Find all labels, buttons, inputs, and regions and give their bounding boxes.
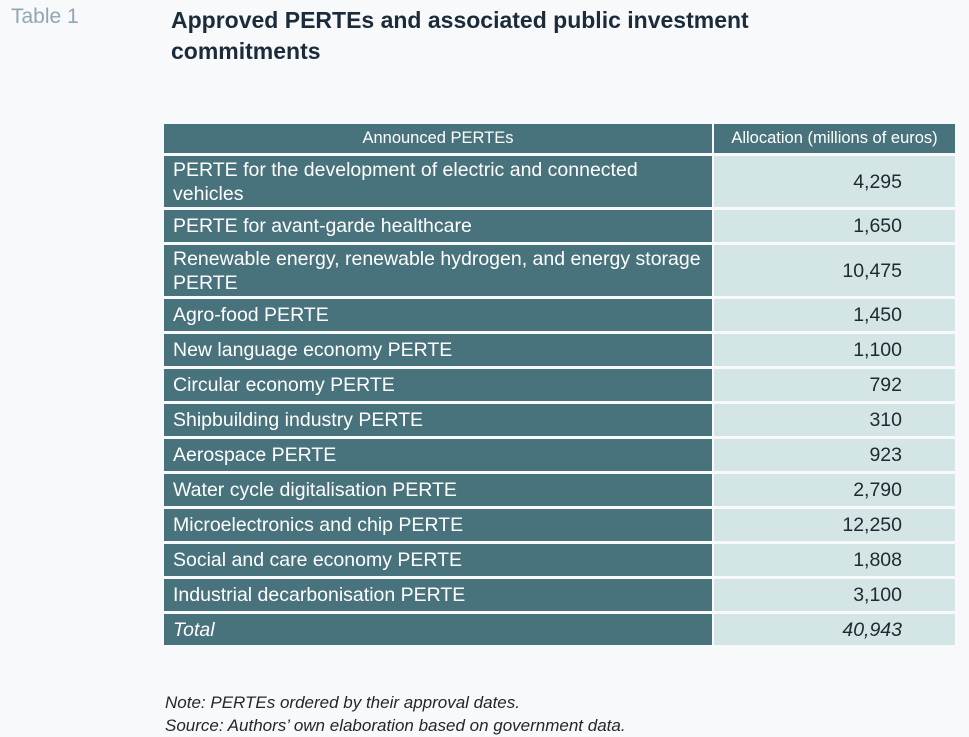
perte-name: PERTE for avant-garde healthcare: [164, 210, 712, 242]
table-row: Renewable energy, renewable hydrogen, an…: [164, 245, 955, 296]
perte-name: Agro-food PERTE: [164, 299, 712, 331]
table-row: Aerospace PERTE 923: [164, 439, 955, 471]
perte-name: Microelectronics and chip PERTE: [164, 509, 712, 541]
table-header-row: Announced PERTEs Allocation (millions of…: [164, 124, 955, 153]
note-text: Note: PERTEs ordered by their approval d…: [165, 693, 520, 712]
perte-name: Circular economy PERTE: [164, 369, 712, 401]
perte-name: Renewable energy, renewable hydrogen, an…: [164, 245, 712, 296]
allocation-value: 4,295: [714, 156, 955, 207]
perte-name: Shipbuilding industry PERTE: [164, 404, 712, 436]
table-title: Approved PERTEs and associated public in…: [171, 7, 749, 64]
table-row: PERTE for avant-garde healthcare 1,650: [164, 210, 955, 242]
source-text: Source: Authors’ own elaboration based o…: [165, 716, 626, 735]
allocation-value: 1,450: [714, 299, 955, 331]
table-row: Industrial decarbonisation PERTE 3,100: [164, 579, 955, 611]
table-row: Microelectronics and chip PERTE 12,250: [164, 509, 955, 541]
table-row: Agro-food PERTE 1,450: [164, 299, 955, 331]
total-row: Total 40,943: [164, 614, 955, 645]
perte-name: Social and care economy PERTE: [164, 544, 712, 576]
perte-name: Industrial decarbonisation PERTE: [164, 579, 712, 611]
table-row: Circular economy PERTE 792: [164, 369, 955, 401]
table-row: Social and care economy PERTE 1,808: [164, 544, 955, 576]
table-row: Water cycle digitalisation PERTE 2,790: [164, 474, 955, 506]
total-value: 40,943: [714, 614, 955, 645]
total-label: Total: [164, 614, 712, 645]
perte-table: Announced PERTEs Allocation (millions of…: [162, 121, 957, 648]
column-header-pertes: Announced PERTEs: [164, 124, 712, 153]
allocation-value: 923: [714, 439, 955, 471]
allocation-value: 3,100: [714, 579, 955, 611]
allocation-value: 1,808: [714, 544, 955, 576]
allocation-value: 1,650: [714, 210, 955, 242]
allocation-value: 1,100: [714, 334, 955, 366]
table-row: New language economy PERTE 1,100: [164, 334, 955, 366]
allocation-value: 2,790: [714, 474, 955, 506]
table-row: Shipbuilding industry PERTE 310: [164, 404, 955, 436]
perte-name: Aerospace PERTE: [164, 439, 712, 471]
table-notes: Note: PERTEs ordered by their approval d…: [165, 691, 626, 737]
perte-name: Water cycle digitalisation PERTE: [164, 474, 712, 506]
table-row: PERTE for the development of electric an…: [164, 156, 955, 207]
perte-name: New language economy PERTE: [164, 334, 712, 366]
allocation-value: 310: [714, 404, 955, 436]
column-header-allocation: Allocation (millions of euros): [714, 124, 955, 153]
allocation-value: 12,250: [714, 509, 955, 541]
table-number-label: Table 1: [11, 5, 79, 28]
allocation-value: 792: [714, 369, 955, 401]
allocation-value: 10,475: [714, 245, 955, 296]
perte-name: PERTE for the development of electric an…: [164, 156, 712, 207]
